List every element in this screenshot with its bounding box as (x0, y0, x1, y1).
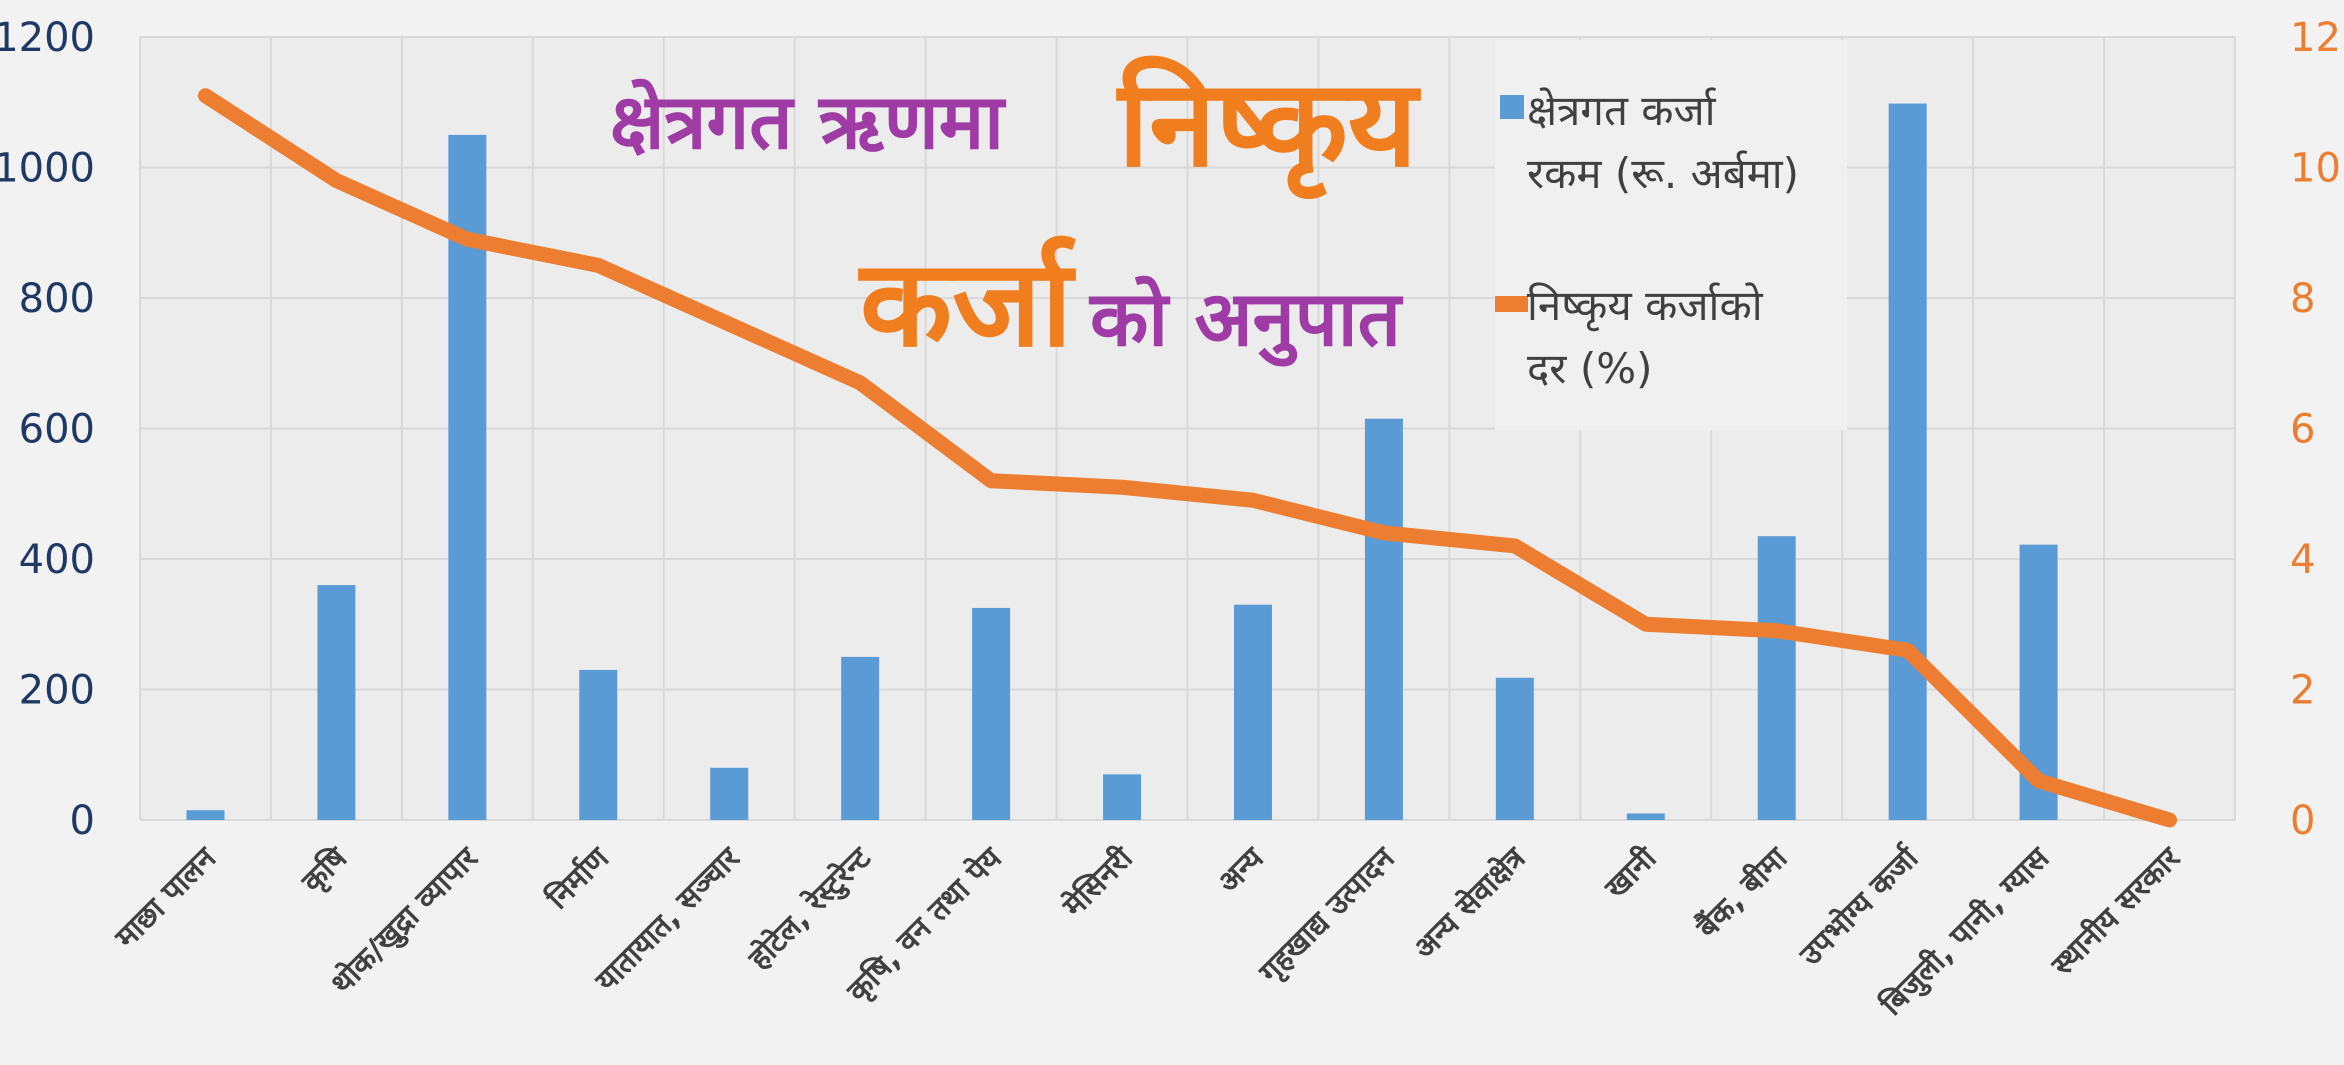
bar (1757, 536, 1796, 820)
title-line1-part1: क्षेत्रगत ऋणमा (610, 77, 1006, 166)
bar (579, 669, 618, 820)
bar (1626, 813, 1665, 820)
bar (710, 767, 749, 820)
bar-series (186, 103, 2058, 821)
legend: क्षेत्रगत कर्जा रकम (रू. अर्बमा) निष्कृय… (1495, 40, 1847, 430)
chart-title: क्षेत्रगत ऋणमा निष्कृय कर्जा को अनुपात (610, 55, 1422, 374)
right-tick-label: 10 (2290, 146, 2341, 192)
left-tick-label: 400 (19, 537, 95, 583)
legend-bar-label-line2: रकम (रू. अर्बमा) (1527, 149, 1799, 198)
bar (1103, 774, 1142, 820)
legend-line-label-line1: निष्कृय कर्जाको (1527, 281, 1764, 332)
line-series (197, 88, 2178, 828)
title-line1-part2: निष्कृय (1116, 55, 1422, 200)
right-tick-label: 12 (2290, 15, 2341, 61)
right-tick-label: 2 (2290, 668, 2315, 714)
bar (186, 810, 225, 820)
right-tick-label: 6 (2290, 407, 2315, 453)
left-tick-label: 1200 (0, 15, 95, 61)
right-tick-label: 8 (2290, 276, 2315, 322)
left-tick-label: 1000 (0, 146, 95, 192)
bar (1888, 103, 1927, 821)
right-tick-label: 0 (2290, 798, 2315, 844)
left-tick-label: 200 (19, 668, 95, 714)
right-axis: 0 2 4 6 8 10 12 (2290, 15, 2341, 844)
bar (1233, 604, 1272, 820)
bar (972, 607, 1011, 820)
legend-background (1495, 40, 1847, 430)
left-tick-label: 800 (19, 276, 95, 322)
npl-rate-line (197, 88, 2178, 828)
legend-line-label-line2: दर (%) (1527, 344, 1653, 393)
title-line2-part1: कर्जा (858, 235, 1076, 374)
left-tick-label: 600 (19, 407, 95, 453)
bar (317, 585, 356, 820)
left-tick-label: 0 (70, 798, 95, 844)
bar (1364, 418, 1403, 820)
title-line2-part2: को अनुपात (1088, 274, 1404, 367)
left-axis: 0 200 400 600 800 1000 1200 (0, 15, 95, 844)
legend-bar-label-line1: क्षेत्रगत कर्जा (1527, 86, 1717, 135)
bar (1495, 677, 1534, 820)
right-tick-label: 4 (2290, 537, 2315, 583)
legend-bar-swatch (1500, 95, 1524, 119)
bar (841, 656, 880, 820)
